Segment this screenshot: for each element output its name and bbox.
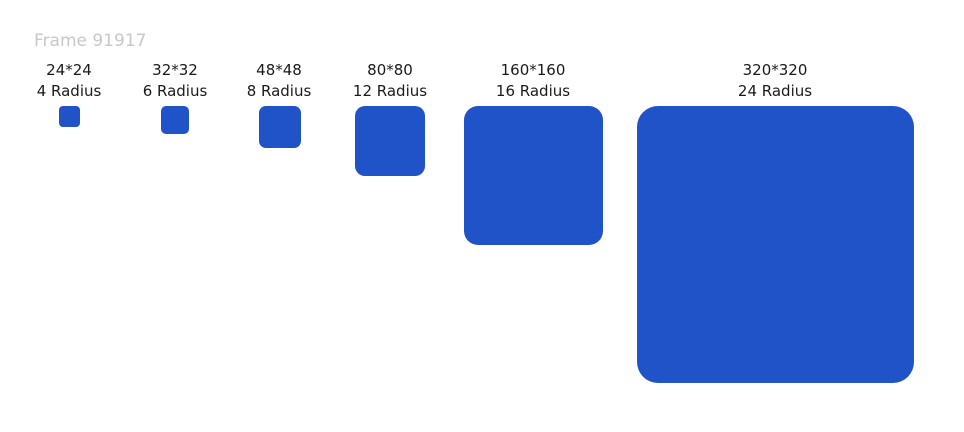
frame-title: Frame 91917 <box>34 31 147 51</box>
swatch-caption-48: 48*48 8 Radius <box>239 60 319 102</box>
rounded-square-80[interactable] <box>355 106 425 176</box>
swatch-radius-label: 4 Radius <box>36 82 102 100</box>
swatch-caption-32: 32*32 6 Radius <box>135 60 215 102</box>
swatch-size-label: 24*24 <box>46 61 92 79</box>
swatch-size-label: 48*48 <box>256 61 302 79</box>
rounded-square-24[interactable] <box>59 106 80 127</box>
swatch-radius-label: 12 Radius <box>352 82 428 100</box>
swatch-size-label: 160*160 <box>500 61 566 79</box>
swatch-radius-label: 16 Radius <box>495 82 571 100</box>
swatch-caption-320: 320*320 24 Radius <box>705 60 845 102</box>
swatch-size-label: 320*320 <box>742 61 808 79</box>
rounded-square-48[interactable] <box>259 106 301 148</box>
rounded-square-160[interactable] <box>464 106 603 245</box>
swatch-radius-label: 8 Radius <box>246 82 312 100</box>
swatch-caption-80: 80*80 12 Radius <box>340 60 440 102</box>
rounded-square-32[interactable] <box>161 106 189 134</box>
swatch-radius-label: 6 Radius <box>142 82 208 100</box>
swatch-radius-label: 24 Radius <box>737 82 813 100</box>
rounded-square-320[interactable] <box>637 106 914 383</box>
swatch-caption-160: 160*160 16 Radius <box>483 60 583 102</box>
swatch-caption-24: 24*24 4 Radius <box>36 60 102 102</box>
swatch-size-label: 80*80 <box>367 61 413 79</box>
swatch-size-label: 32*32 <box>152 61 198 79</box>
